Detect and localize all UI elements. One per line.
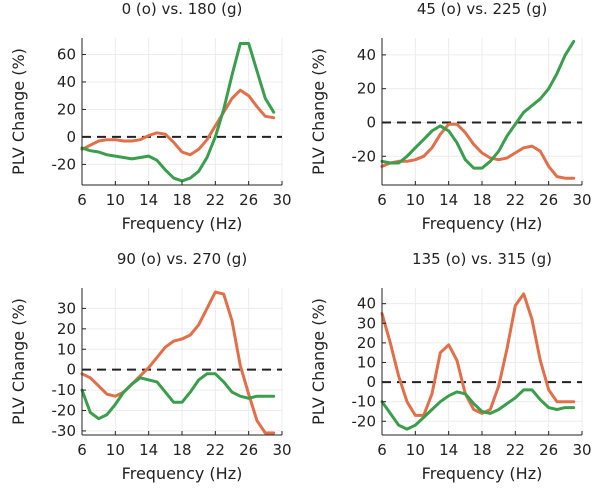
x-axis-label: Frequency (Hz) [422, 214, 543, 233]
y-tick-label: 10 [357, 353, 376, 371]
series-line-o [380, 292, 576, 417]
panel-title: 45 (o) vs. 225 (g) [417, 0, 547, 18]
x-tick-label: 14 [139, 191, 158, 209]
x-tick-label: 6 [377, 441, 387, 459]
y-tick-label: 40 [57, 73, 76, 91]
x-tick-label: 26 [539, 441, 558, 459]
x-tick-label: 26 [539, 191, 558, 209]
panel-1: 6 10 14 18 22 26 30 -20 0 20 40 60 0 (o) vs. 180 (g)… [9, 0, 292, 233]
panel-3: 6 10 14 18 22 26 30 -30 -20 -10 0 10 20 30 90 (o) vs. … [9, 250, 292, 483]
x-tick-label: 22 [206, 441, 225, 459]
x-tick-label: 26 [239, 441, 258, 459]
x-tick-label: 14 [139, 441, 158, 459]
y-tick-label: 40 [357, 46, 376, 64]
x-tick-label: 10 [406, 441, 425, 459]
y-tick-label: 30 [357, 314, 376, 332]
y-axis-label: PLV Change (%) [9, 48, 28, 175]
x-tick-label: 22 [206, 191, 225, 209]
x-tick-label: 30 [272, 191, 291, 209]
x-tick-label: 6 [77, 441, 87, 459]
y-tick-label: 10 [57, 340, 76, 358]
y-tick-label: -20 [52, 155, 77, 173]
series-line-g [80, 372, 276, 421]
x-tick-label: 10 [106, 191, 125, 209]
y-tick-label: 30 [57, 299, 76, 317]
y-axis-label: PLV Change (%) [309, 48, 328, 175]
x-tick-label: 14 [439, 441, 458, 459]
x-tick-label: 18 [172, 441, 191, 459]
series-line-g [380, 388, 576, 431]
series-line-o [80, 290, 276, 435]
series-line-o [380, 122, 576, 180]
y-tick-label: -20 [352, 412, 377, 430]
x-axis-label: Frequency (Hz) [122, 214, 243, 233]
x-tick-label: 6 [377, 191, 387, 209]
x-tick-label: 30 [272, 441, 291, 459]
y-tick-label: 0 [66, 361, 76, 379]
y-tick-label: -20 [352, 147, 377, 165]
x-tick-label: 30 [572, 441, 591, 459]
x-tick-label: 22 [506, 441, 525, 459]
panel-title: 0 (o) vs. 180 (g) [122, 0, 243, 18]
y-tick-label: 40 [357, 295, 376, 313]
y-tick-label: 60 [57, 45, 76, 63]
y-tick-label: -30 [52, 422, 77, 440]
x-tick-label: 26 [239, 191, 258, 209]
panel-title: 135 (o) vs. 315 (g) [412, 250, 552, 268]
x-axis-label: Frequency (Hz) [422, 464, 543, 483]
y-tick-label: 0 [366, 373, 376, 391]
x-axis-label: Frequency (Hz) [122, 464, 243, 483]
x-tick-label: 22 [506, 191, 525, 209]
series-line-g [80, 42, 276, 183]
y-tick-label: 0 [66, 128, 76, 146]
panel-title: 90 (o) vs. 270 (g) [117, 250, 247, 268]
x-tick-label: 10 [106, 441, 125, 459]
x-tick-label: 18 [472, 191, 491, 209]
x-tick-label: 14 [439, 191, 458, 209]
y-tick-label: 20 [357, 334, 376, 352]
y-tick-label: -10 [52, 381, 77, 399]
y-tick-label: -10 [352, 393, 377, 411]
series-line-g [380, 39, 576, 170]
x-tick-label: 10 [406, 191, 425, 209]
y-tick-label: 20 [57, 320, 76, 338]
panel-2: 6 10 14 18 22 26 30 -20 0 20 40 45 (o) vs. 225 (g) F… [309, 0, 592, 233]
y-axis-label: PLV Change (%) [9, 298, 28, 425]
y-tick-label: 0 [366, 113, 376, 131]
x-tick-label: 30 [572, 191, 591, 209]
y-tick-label: 20 [357, 80, 376, 98]
y-tick-label: 20 [57, 100, 76, 118]
x-tick-label: 18 [472, 441, 491, 459]
x-tick-label: 18 [172, 191, 191, 209]
x-tick-label: 6 [77, 191, 87, 209]
y-tick-label: -20 [52, 402, 77, 420]
y-axis-label: PLV Change (%) [309, 298, 328, 425]
series-line-o [80, 88, 276, 157]
